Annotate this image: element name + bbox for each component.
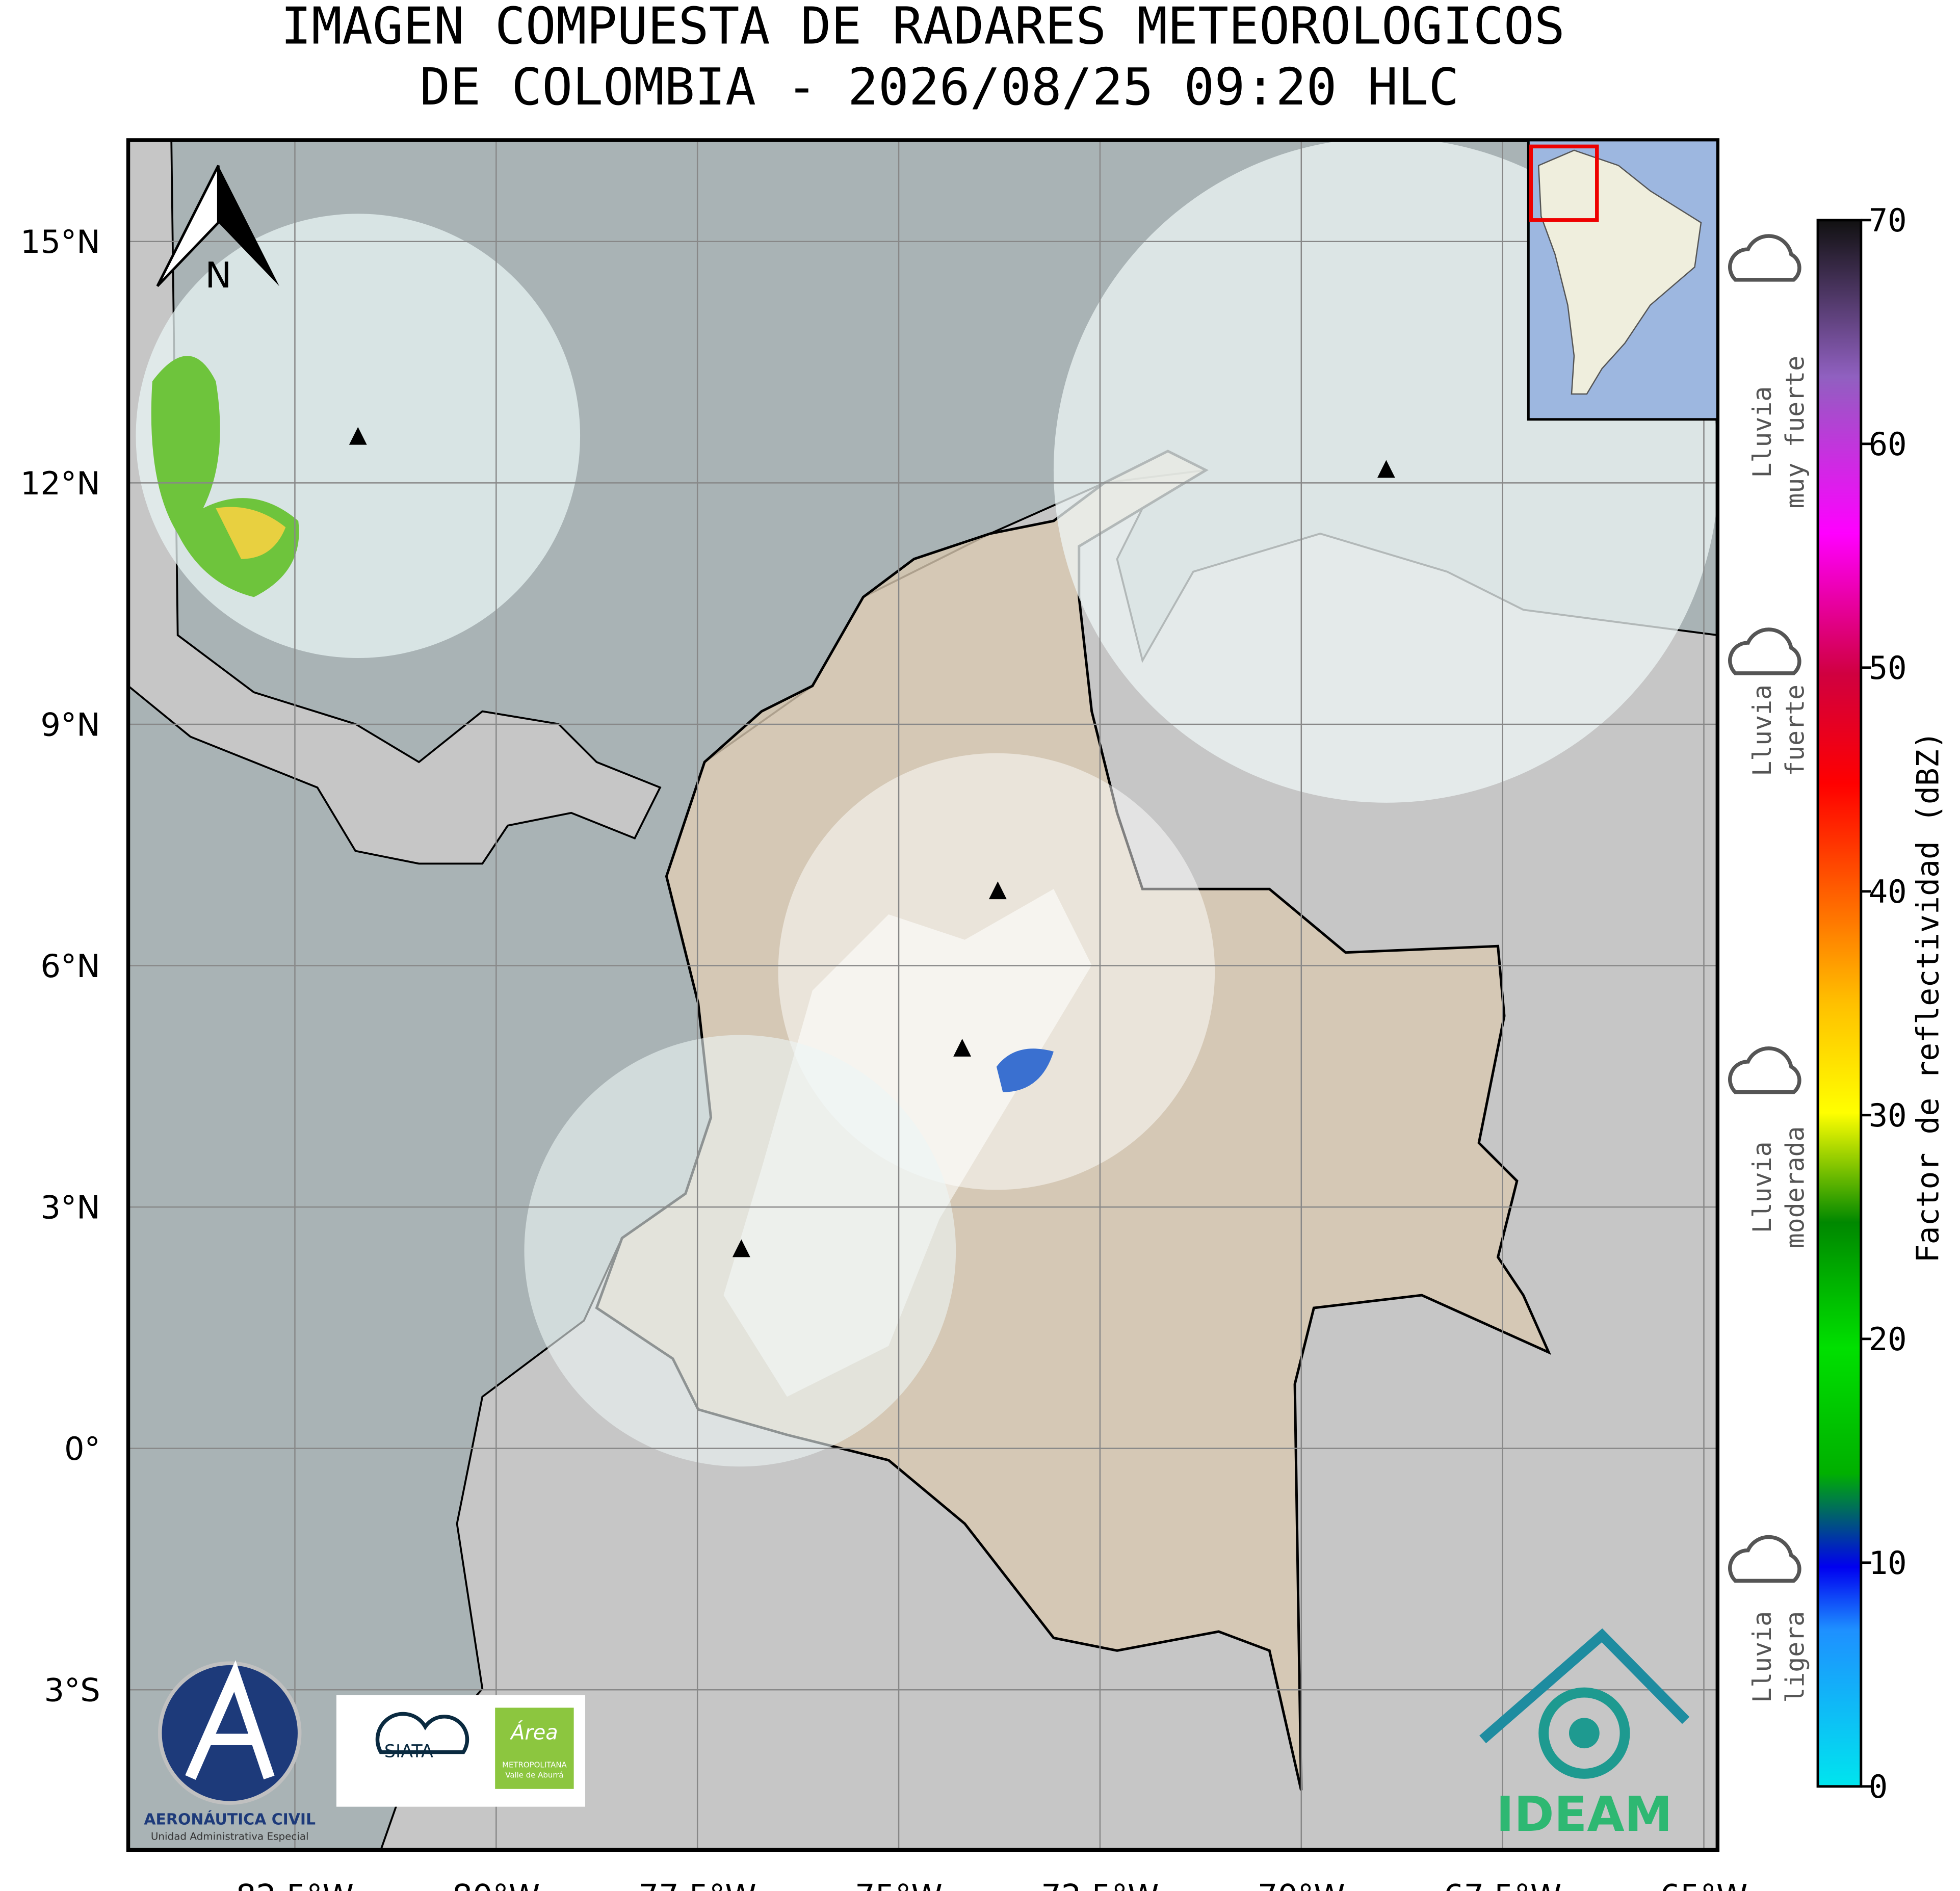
logo-text: Valle de Aburrá <box>505 1770 563 1779</box>
title-line: IMAGEN COMPUESTA DE RADARES METEOROLOGIC… <box>281 0 1565 56</box>
y-tick-label: 3°S <box>44 1672 100 1709</box>
x-tick-label: 67.5°W <box>1444 1877 1561 1891</box>
siata-logo: SIATA Área METROPOLITANA Valle de Aburrá <box>336 1695 586 1807</box>
rain-icon <box>1728 1535 1801 1583</box>
y-tick-label: 15°N <box>20 223 100 260</box>
rain-label: muy fuerte <box>1781 356 1810 509</box>
radar-sites <box>349 427 1395 1257</box>
colorbar-tick-label: 50 <box>1869 649 1907 687</box>
colorbar-tick-label: 30 <box>1869 1097 1907 1134</box>
x-tick-label: 75°W <box>855 1877 943 1891</box>
rain-label: fuerte <box>1781 685 1810 776</box>
rain-icon <box>1728 234 1801 282</box>
rain-label: Lluvia <box>1747 386 1777 478</box>
inset-map <box>1527 139 1719 421</box>
colorbar-tick-label: 40 <box>1869 873 1907 910</box>
radar-coverage <box>778 753 1215 1190</box>
ideam-logo: IDEAM <box>1479 1628 1690 1843</box>
logo-text: Unidad Administrativa Especial <box>151 1830 309 1842</box>
x-tick-label: 65°W <box>1660 1877 1748 1891</box>
colorbar-label: Factor de reflectividad (dBZ) <box>1911 731 1946 1263</box>
x-tick-label: 70°W <box>1258 1877 1345 1891</box>
grid <box>128 140 1718 1850</box>
colorbar-tick-label: 60 <box>1869 426 1907 463</box>
rain-icon <box>1728 1046 1801 1094</box>
logo-text: METROPOLITANA <box>502 1760 567 1769</box>
logo-text: Área <box>509 1721 558 1745</box>
echo-area <box>216 507 286 559</box>
logo-text: SIATA <box>384 1742 433 1762</box>
colorbar-tick-label: 70 <box>1869 202 1907 239</box>
colorbar <box>1816 219 1863 1788</box>
colorbar-tick-label: 0 <box>1869 1768 1888 1805</box>
x-tick-label: 77.5°W <box>639 1877 756 1891</box>
y-tick-label: 0° <box>64 1430 100 1467</box>
logo-text: IDEAM <box>1496 1787 1672 1843</box>
x-tick-label: 72.5°W <box>1041 1877 1159 1891</box>
echo-area <box>996 1048 1054 1092</box>
x-tick-label: 80°W <box>452 1877 540 1891</box>
axes: 82.5°W 80°W 77.5°W 75°W 72.5°W 70°W 67.5°W 65°W… <box>20 223 1748 1891</box>
y-tick-label: 3°N <box>40 1189 100 1226</box>
central-america <box>128 140 662 865</box>
title-line: DE COLOMBIA - 2026/08/25 09:20 HLC <box>420 58 1459 117</box>
rain-label: Lluvia <box>1747 1611 1777 1703</box>
aero-logo: AERONÁUTICA CIVIL Unidad Administrativa … <box>144 1660 316 1842</box>
map-frame <box>126 138 1720 1852</box>
x-tick-label: 82.5°W <box>236 1877 354 1891</box>
logo-text: AERONÁUTICA CIVIL <box>144 1810 316 1829</box>
rain-label: moderada <box>1781 1126 1810 1248</box>
map-area <box>128 140 1718 1850</box>
y-tick-label: 6°N <box>40 948 100 985</box>
colorbar-tick-label: 10 <box>1869 1544 1907 1582</box>
north-label: N <box>205 255 231 296</box>
rain-label: ligera <box>1781 1611 1810 1703</box>
colorbar-tick-label: 20 <box>1869 1321 1907 1358</box>
rain-icon <box>1728 627 1801 675</box>
y-tick-label: 9°N <box>40 706 100 743</box>
north-arrow: N <box>156 165 279 296</box>
colorbar-ticks: 0 10 20 30 40 50 60 70 <box>1861 202 1907 1805</box>
y-tick-label: 12°N <box>20 465 100 502</box>
rain-label: Lluvia <box>1747 685 1777 776</box>
rain-label: Lluvia <box>1747 1141 1777 1233</box>
